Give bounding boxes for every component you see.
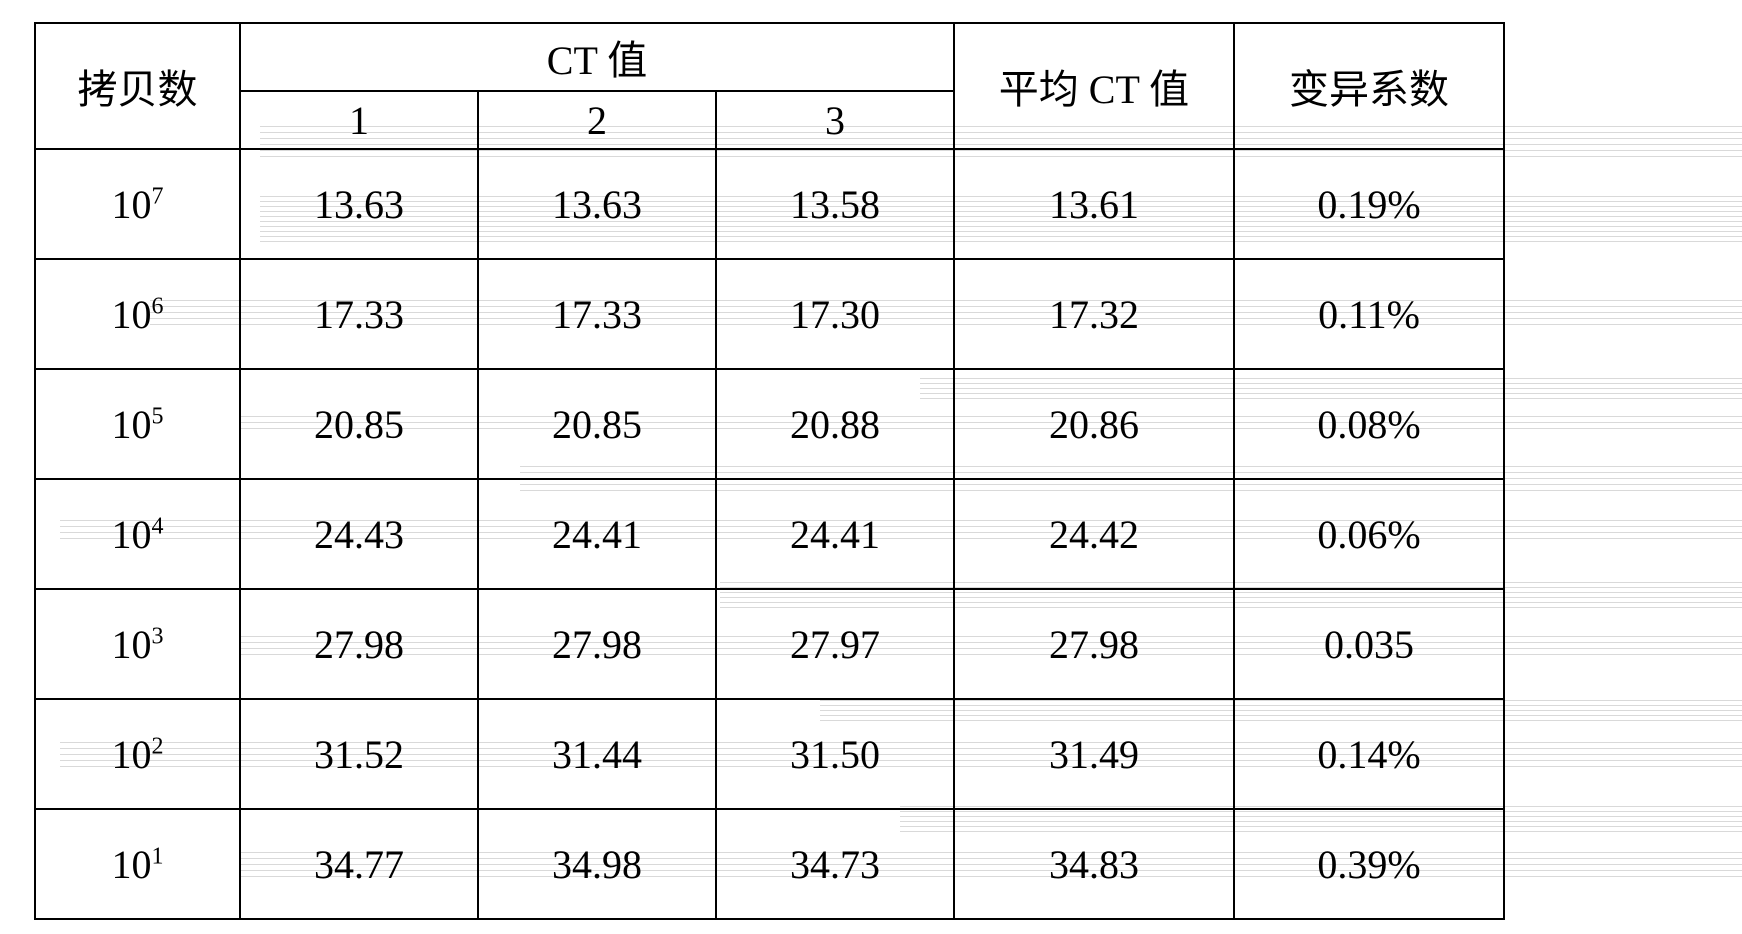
cell-ct-value: 24.41 [716,479,954,589]
cell-cv: 0.035 [1234,589,1504,699]
cell-ct-value: 24.43 [240,479,478,589]
cell-avg-ct: 17.32 [954,259,1234,369]
page: 拷贝数 CT 值 平均 CT 值 变异系数 1 2 3 10713.6313.6… [0,0,1742,934]
cell-ct-value: 34.98 [478,809,716,919]
table-header-row-1: 拷贝数 CT 值 平均 CT 值 变异系数 [35,23,1504,91]
cell-ct-value: 17.33 [240,259,478,369]
col-header-ct-1: 1 [240,91,478,149]
table-row: 10134.7734.9834.7334.830.39% [35,809,1504,919]
cell-cv: 0.14% [1234,699,1504,809]
cell-copy-number: 106 [35,259,240,369]
cell-cv: 0.06% [1234,479,1504,589]
col-header-cv: 变异系数 [1234,23,1504,149]
table-row: 10231.5231.4431.5031.490.14% [35,699,1504,809]
table-row: 10520.8520.8520.8820.860.08% [35,369,1504,479]
cell-ct-value: 34.77 [240,809,478,919]
cell-cv: 0.39% [1234,809,1504,919]
table-body: 10713.6313.6313.5813.610.19%10617.3317.3… [35,149,1504,919]
cell-ct-value: 34.73 [716,809,954,919]
col-header-ct-2: 2 [478,91,716,149]
cell-copy-number: 102 [35,699,240,809]
col-header-copy-number: 拷贝数 [35,23,240,149]
cell-ct-value: 31.50 [716,699,954,809]
cell-copy-number: 101 [35,809,240,919]
col-header-ct-3: 3 [716,91,954,149]
cell-copy-number: 107 [35,149,240,259]
ct-value-table: 拷贝数 CT 值 平均 CT 值 变异系数 1 2 3 10713.6313.6… [34,22,1505,920]
cell-avg-ct: 31.49 [954,699,1234,809]
cell-ct-value: 31.52 [240,699,478,809]
cell-copy-number: 105 [35,369,240,479]
cell-ct-value: 17.33 [478,259,716,369]
table-row: 10327.9827.9827.9727.980.035 [35,589,1504,699]
cell-copy-number: 104 [35,479,240,589]
cell-ct-value: 20.85 [478,369,716,479]
cell-ct-value: 20.88 [716,369,954,479]
cell-ct-value: 13.63 [240,149,478,259]
cell-cv: 0.19% [1234,149,1504,259]
cell-ct-value: 13.63 [478,149,716,259]
cell-ct-value: 27.97 [716,589,954,699]
cell-ct-value: 27.98 [478,589,716,699]
cell-avg-ct: 34.83 [954,809,1234,919]
cell-ct-value: 31.44 [478,699,716,809]
table-row: 10424.4324.4124.4124.420.06% [35,479,1504,589]
cell-ct-value: 27.98 [240,589,478,699]
cell-cv: 0.08% [1234,369,1504,479]
cell-avg-ct: 13.61 [954,149,1234,259]
cell-ct-value: 20.85 [240,369,478,479]
cell-ct-value: 17.30 [716,259,954,369]
cell-cv: 0.11% [1234,259,1504,369]
table-row: 10713.6313.6313.5813.610.19% [35,149,1504,259]
cell-ct-value: 13.58 [716,149,954,259]
table-row: 10617.3317.3317.3017.320.11% [35,259,1504,369]
cell-avg-ct: 20.86 [954,369,1234,479]
table-header: 拷贝数 CT 值 平均 CT 值 变异系数 1 2 3 [35,23,1504,149]
col-header-avg-ct: 平均 CT 值 [954,23,1234,149]
cell-avg-ct: 27.98 [954,589,1234,699]
cell-ct-value: 24.41 [478,479,716,589]
cell-copy-number: 103 [35,589,240,699]
col-header-ct-group: CT 值 [240,23,954,91]
cell-avg-ct: 24.42 [954,479,1234,589]
